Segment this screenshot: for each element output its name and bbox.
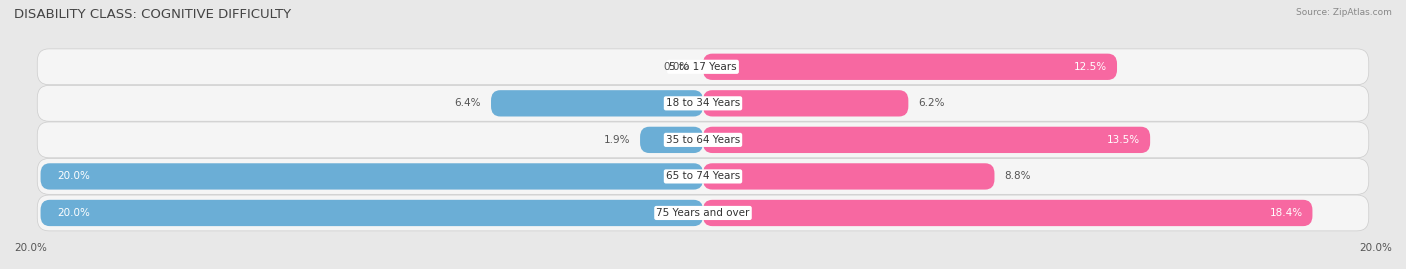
FancyBboxPatch shape (37, 158, 1369, 194)
FancyBboxPatch shape (37, 195, 1369, 231)
Text: 20.0%: 20.0% (58, 171, 90, 181)
FancyBboxPatch shape (640, 127, 703, 153)
Text: 18.4%: 18.4% (1270, 208, 1302, 218)
Text: 13.5%: 13.5% (1107, 135, 1140, 145)
FancyBboxPatch shape (703, 200, 1312, 226)
Text: 6.4%: 6.4% (454, 98, 481, 108)
FancyBboxPatch shape (37, 49, 1369, 85)
Text: 5 to 17 Years: 5 to 17 Years (669, 62, 737, 72)
Text: 35 to 64 Years: 35 to 64 Years (666, 135, 740, 145)
Text: 12.5%: 12.5% (1074, 62, 1107, 72)
Text: 6.2%: 6.2% (918, 98, 945, 108)
FancyBboxPatch shape (703, 163, 994, 190)
Text: 20.0%: 20.0% (14, 243, 46, 253)
Text: 20.0%: 20.0% (1360, 243, 1392, 253)
FancyBboxPatch shape (37, 86, 1369, 121)
Text: 75 Years and over: 75 Years and over (657, 208, 749, 218)
Text: DISABILITY CLASS: COGNITIVE DIFFICULTY: DISABILITY CLASS: COGNITIVE DIFFICULTY (14, 8, 291, 21)
Text: 0.0%: 0.0% (664, 62, 690, 72)
Text: 18 to 34 Years: 18 to 34 Years (666, 98, 740, 108)
FancyBboxPatch shape (37, 122, 1369, 158)
FancyBboxPatch shape (703, 54, 1116, 80)
Text: 65 to 74 Years: 65 to 74 Years (666, 171, 740, 181)
FancyBboxPatch shape (491, 90, 703, 116)
Text: 20.0%: 20.0% (58, 208, 90, 218)
FancyBboxPatch shape (41, 200, 703, 226)
FancyBboxPatch shape (703, 127, 1150, 153)
FancyBboxPatch shape (703, 90, 908, 116)
Text: 8.8%: 8.8% (1004, 171, 1031, 181)
Text: 1.9%: 1.9% (603, 135, 630, 145)
FancyBboxPatch shape (41, 163, 703, 190)
Text: Source: ZipAtlas.com: Source: ZipAtlas.com (1296, 8, 1392, 17)
